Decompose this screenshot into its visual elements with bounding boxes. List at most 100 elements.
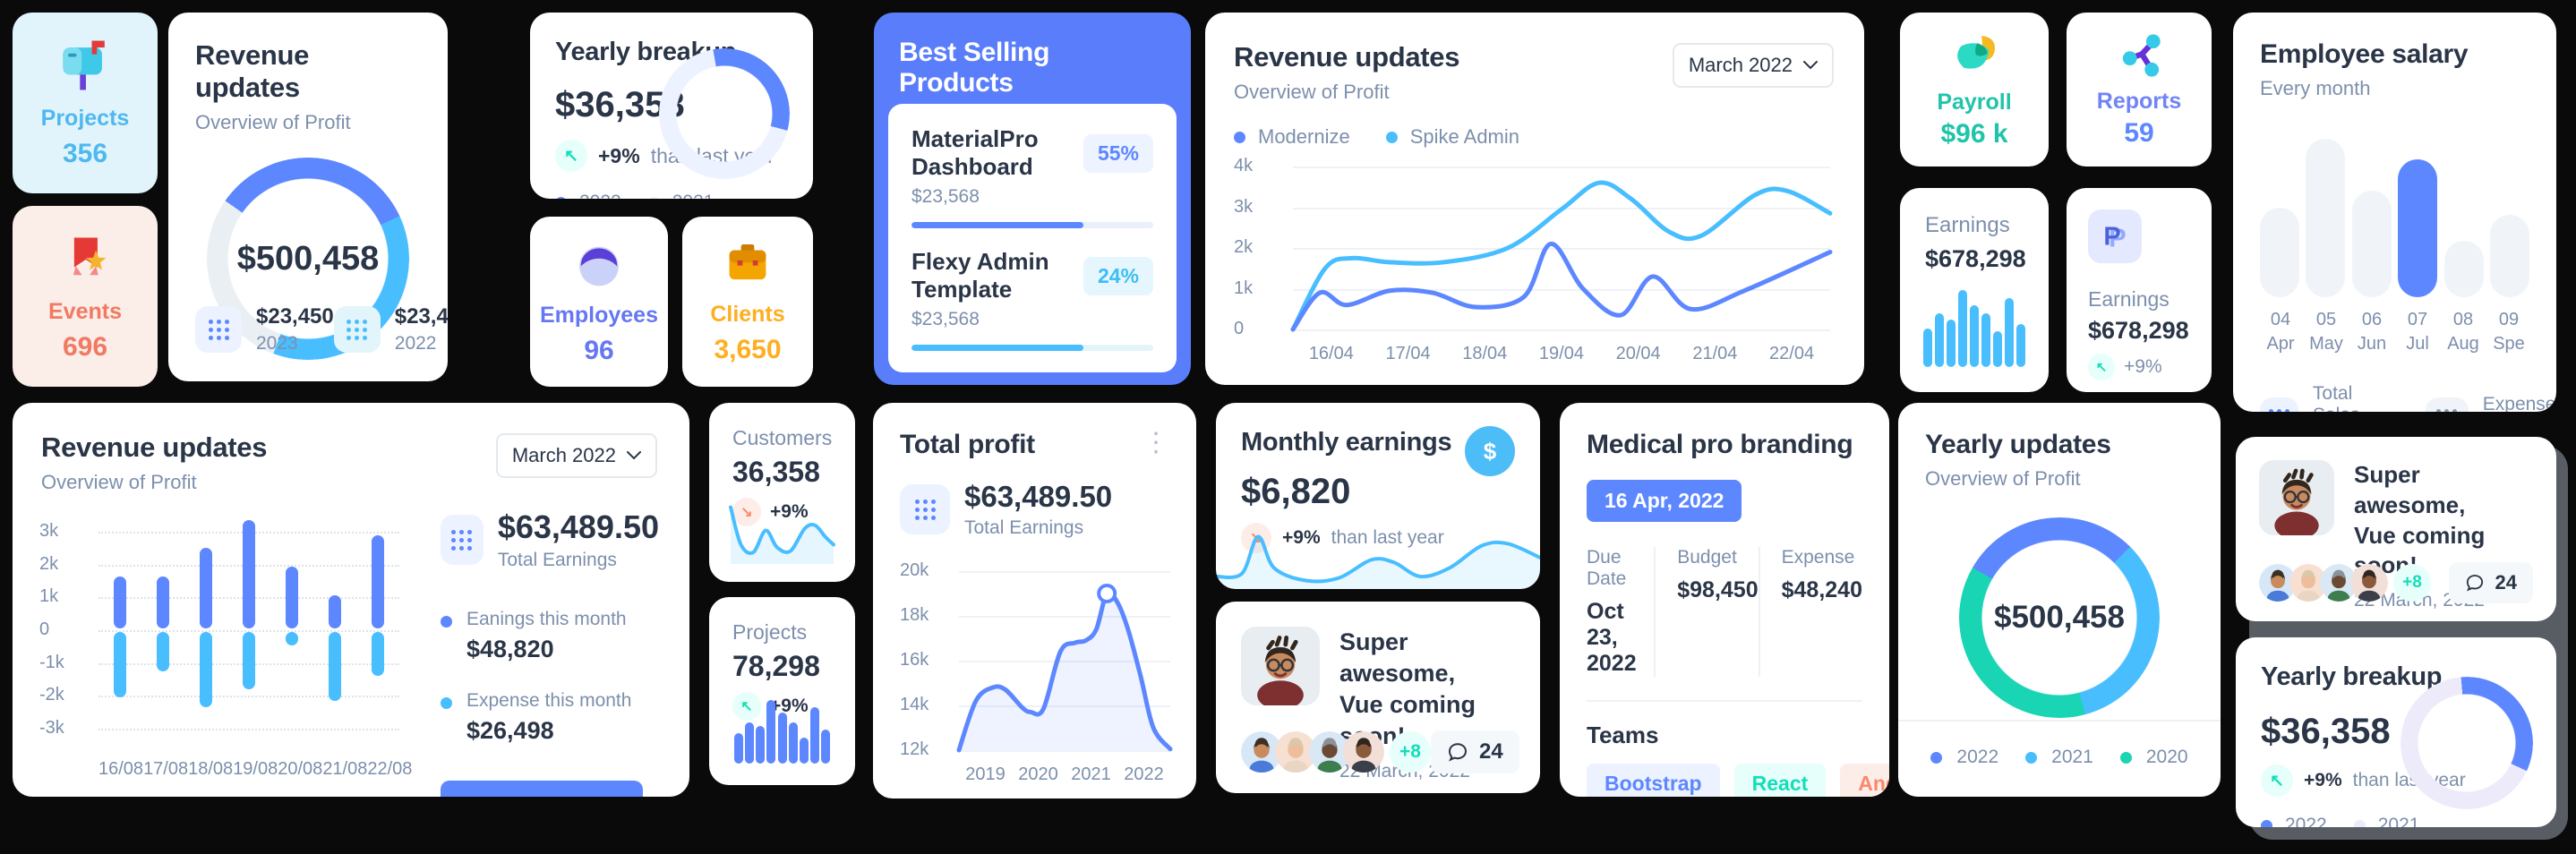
period-select[interactable]: March 2022 [495, 433, 657, 478]
more-avatars-badge: +8 [2393, 564, 2431, 602]
customers-card: Customers 36,358 ↘ +9% [709, 403, 855, 582]
avatar [1241, 627, 1320, 782]
product-progress [911, 222, 1153, 228]
chevron-down-icon [627, 451, 641, 460]
legend-dot-2022 [555, 196, 567, 199]
product-row: Flexy Admin Template 24% $23,568 [911, 248, 1153, 351]
earnings-value: $678,298 [2088, 317, 2189, 344]
trend-up-icon: ↖ [2088, 354, 2115, 380]
leaf-icon [1947, 30, 2002, 86]
post-card: Super awesome,Vue coming soon! 22 March,… [1216, 602, 1540, 793]
bookmark-star-icon [56, 230, 115, 292]
yearly-breakup-donut [2401, 677, 2533, 809]
view-full-report-button[interactable]: View full report [441, 781, 643, 797]
avatar-stack: +8 [1241, 731, 1431, 773]
revenue-dual-bar-chart: 3k 2k 1k 0 -1k -2k -3k 16/08 17/08 18/08 19/08 20/… [39, 520, 413, 779]
best-selling-card: Best Selling Products Overview 2022 Mate… [874, 13, 1191, 385]
product-name: MaterialPro Dashboard [911, 125, 1039, 180]
employees-label: Employees [539, 303, 658, 328]
period-select[interactable]: March 2022 [1672, 43, 1834, 88]
card-title: Revenue updates [195, 39, 310, 103]
more-avatars-badge: +8 [1390, 731, 1431, 773]
person-icon [570, 237, 628, 295]
briefcase-icon [720, 238, 775, 295]
employee-salary-bars [2260, 125, 2529, 297]
trend-up-icon: ↖ [2261, 764, 2293, 797]
team-tag-react: React [1733, 764, 1827, 797]
yearly-breakup-card: Yearly breakup $36,358 ↖ +9% than last y… [530, 13, 813, 199]
date-badge: 16 Apr, 2022 [1587, 480, 1742, 522]
yearly-breakup-donut [659, 48, 790, 179]
comment-icon [2466, 575, 2483, 592]
donut-center-value: $500,458 [236, 239, 380, 278]
product-row: MaterialPro Dashboard 55% $23,568 [911, 125, 1153, 228]
delta-value: +9% [2304, 770, 2342, 790]
revenue-updates-bars-card: Revenue updates Overview of Profit March… [13, 403, 689, 797]
projects-label: Projects [40, 106, 130, 131]
trend-down-icon: ↘ [732, 498, 761, 526]
delta-note: than last year [1331, 527, 1444, 548]
card-title: Revenue updates [41, 431, 268, 463]
product-name: Flexy Admin Template [911, 248, 1049, 303]
earnings-value: $678,298 [1925, 245, 2026, 272]
projects-value: 356 [62, 139, 108, 168]
card-subtitle: Overview of Profit [195, 111, 351, 133]
employee-salary-card: Employee salary Every month 04 Apr 05 May 06… [2233, 13, 2556, 412]
projects-mini-card: Projects 78,298 ↖ +9% [709, 597, 855, 785]
total-profit-label: Total Earnings [964, 517, 1084, 538]
legend-dot-2020 [2119, 751, 2132, 764]
card-subtitle: Overview of Profit [1234, 81, 1390, 103]
clients-value: 3,650 [714, 335, 782, 364]
mailbox-icon [53, 37, 117, 98]
total-profit-card: Total profit ⋮ $63,489.50 Total Earnings… [873, 403, 1196, 798]
trend-up-icon: ↖ [555, 140, 587, 172]
legend-dot-2021 [2025, 751, 2038, 764]
projects-spark-bars [734, 688, 830, 764]
yearly-updates-donut [1959, 517, 2160, 718]
events-label: Events [48, 299, 122, 324]
team-tag-bootstrap: Bootstrap [1587, 764, 1720, 797]
monthly-earnings-value: $6,820 [1241, 472, 1351, 511]
total-sales-stat: Total Sales$36,358 [2260, 383, 2395, 412]
earnings-bullet [441, 616, 452, 628]
yearly-breakup-value: $36,358 [2261, 712, 2391, 751]
comment-icon [1448, 743, 1468, 762]
clients-tile: Clients 3,650 [682, 217, 813, 387]
stat-2022: $23,4502022 [333, 304, 448, 354]
earnings-bars-card: Earnings $678,298 [1900, 188, 2049, 392]
grid-icon [333, 306, 381, 353]
monthly-earnings-card: Monthly earnings $ $6,820 ↘ +9% than las… [1216, 403, 1540, 589]
customers-label: Customers [732, 426, 833, 449]
delta-value: +9% [770, 501, 809, 522]
share-network-icon [2112, 30, 2166, 85]
projects-tile: Projects 356 [13, 13, 158, 193]
earnings-label: Earnings [1925, 213, 2010, 237]
avatar-stack: +8 [2259, 564, 2431, 602]
stat-2023: $23,450 2023 [195, 304, 334, 354]
svg-text:P: P [2103, 223, 2120, 252]
legend-dot-spike-admin [1385, 131, 1398, 143]
projects-label: Projects [732, 620, 808, 644]
card-title: Monthly earnings [1241, 428, 1452, 457]
reports-value: 59 [2124, 118, 2154, 148]
legend-dot-modernize [1234, 131, 1245, 143]
customers-spark-chart [729, 500, 835, 564]
projects-value: 78,298 [732, 650, 820, 682]
events-tile: Events 696 [13, 206, 158, 387]
yearly-updates-card: Yearly updates Overview of Profit $500,4… [1898, 403, 2221, 797]
chevron-down-icon [1803, 61, 1818, 70]
expenses-stat: Expenses$5,296 [2425, 383, 2556, 412]
trend-up-icon: ↖ [732, 692, 761, 721]
grid-icon [195, 306, 242, 353]
kebab-menu-icon[interactable]: ⋮ [1143, 428, 1169, 457]
grid-icon [2425, 397, 2469, 412]
legend-dot-2021 [2353, 819, 2366, 827]
comments-pill[interactable]: 24 [2448, 562, 2533, 603]
donut-center-value: $500,458 [1994, 600, 2125, 635]
revenue-updates-line-card: Revenue updates Overview of Profit March… [1205, 13, 1864, 385]
payroll-tile: Payroll $96 k [1900, 13, 2049, 167]
comments-pill[interactable]: 24 [1431, 730, 1519, 773]
